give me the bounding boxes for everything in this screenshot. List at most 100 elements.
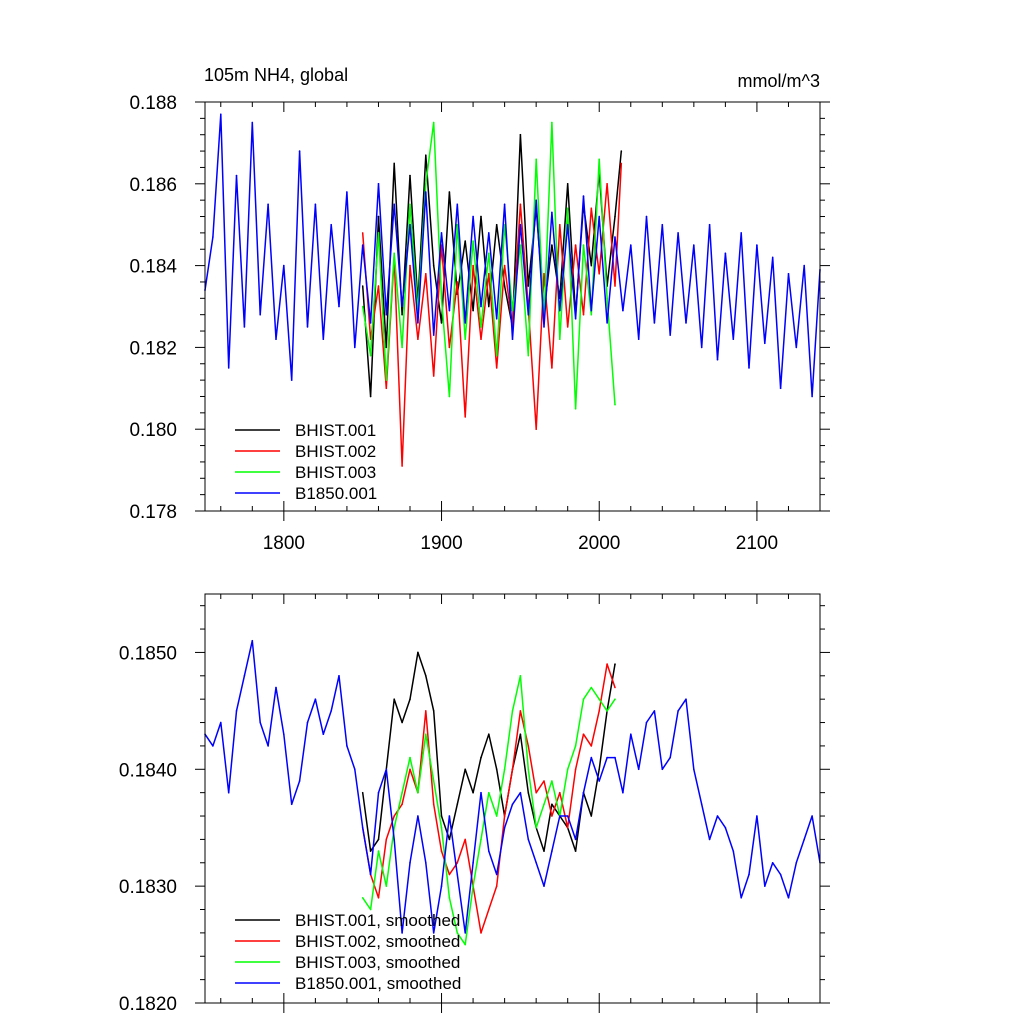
top-point-b1850-001 <box>472 215 474 218</box>
top-point-bhist-003 <box>614 403 616 406</box>
top-point-bhist-003 <box>511 309 514 312</box>
bottom-point-b1850-001-smoothed <box>440 885 443 887</box>
bottom-point-bhist-001-smoothed <box>432 710 435 712</box>
top-point-b1850-001 <box>393 203 396 206</box>
top-point-bhist-002 <box>425 273 427 275</box>
top-point-b1850-001 <box>330 223 333 226</box>
bottom-point-b1850-001-smoothed <box>535 862 537 864</box>
bottom-point-b1850-001-smoothed <box>748 873 750 876</box>
bottom-point-bhist-001-smoothed <box>495 768 498 771</box>
top-point-bhist-003 <box>527 354 530 357</box>
bottom-point-bhist-002-smoothed <box>559 791 561 794</box>
top-point-bhist-003 <box>472 240 474 242</box>
bottom-point-bhist-002-smoothed <box>456 862 459 864</box>
top-point-bhist-002 <box>566 326 569 328</box>
bottom-legend-label: BHIST.003, smoothed <box>295 953 460 972</box>
bottom-y-tick-label: 0.1850 <box>119 643 177 664</box>
top-point-b1850-001 <box>559 309 561 312</box>
top-y-tick-label: 0.180 <box>129 420 177 441</box>
bottom-point-bhist-003-smoothed <box>574 745 577 747</box>
top-point-bhist-002 <box>401 465 403 467</box>
top-point-b1850-001 <box>606 322 608 324</box>
bottom-point-bhist-002-smoothed <box>606 663 608 665</box>
top-point-b1850-001 <box>677 232 679 234</box>
top-series-bhist-003 <box>361 121 616 410</box>
bottom-point-b1850-001-smoothed <box>764 885 766 887</box>
top-point-bhist-001 <box>620 150 623 152</box>
top-point-bhist-003 <box>559 338 561 341</box>
top-point-bhist-001 <box>409 174 411 177</box>
top-point-bhist-003 <box>432 121 435 124</box>
bottom-point-b1850-001-smoothed <box>582 791 585 794</box>
bottom-legend-label: BHIST.002, smoothed <box>295 932 460 951</box>
bottom-point-bhist-003-smoothed <box>409 756 411 759</box>
top-point-b1850-001 <box>590 309 593 312</box>
top-point-b1850-001 <box>401 305 403 308</box>
bottom-point-b1850-001-smoothed <box>511 803 514 806</box>
top-point-bhist-001 <box>361 285 364 287</box>
top-point-b1850-001 <box>251 121 254 124</box>
top-point-bhist-002 <box>480 338 482 341</box>
bottom-point-bhist-002-smoothed <box>448 873 451 876</box>
top-point-b1850-001 <box>361 244 364 246</box>
bottom-point-b1850-001-smoothed <box>377 791 380 794</box>
bottom-point-bhist-002-smoothed <box>551 815 553 817</box>
bottom-point-bhist-003-smoothed <box>535 826 537 829</box>
bottom-point-bhist-002-smoothed <box>503 815 506 817</box>
top-point-b1850-001 <box>787 273 790 275</box>
bottom-point-b1850-001-smoothed <box>212 745 214 747</box>
top-point-bhist-001 <box>503 285 506 287</box>
bottom-point-b1850-001-smoothed <box>267 745 269 747</box>
top-point-b1850-001 <box>212 236 214 238</box>
bottom-y-tick-label: 0.1830 <box>119 877 177 898</box>
bottom-point-bhist-001-smoothed <box>456 803 459 806</box>
bottom-point-b1850-001-smoothed <box>716 815 719 817</box>
top-point-b1850-001 <box>811 395 813 398</box>
bottom-point-b1850-001-smoothed <box>456 873 459 876</box>
top-point-bhist-002 <box>409 264 411 267</box>
top-point-bhist-003 <box>480 326 482 328</box>
bottom-point-b1850-001-smoothed <box>700 803 703 806</box>
top-point-bhist-001 <box>472 309 474 312</box>
top-point-b1850-001 <box>566 223 569 226</box>
bottom-point-b1850-001-smoothed <box>756 815 758 817</box>
top-legend-label: BHIST.001 <box>295 421 376 440</box>
top-point-bhist-003 <box>590 313 593 316</box>
top-point-bhist-002 <box>448 346 451 349</box>
top-point-bhist-002 <box>417 338 419 341</box>
top-point-bhist-002 <box>495 367 498 369</box>
bottom-point-bhist-002-smoothed <box>401 803 403 806</box>
bottom-point-bhist-002-smoothed <box>425 710 427 712</box>
bottom-point-b1850-001-smoothed <box>472 862 474 864</box>
top-point-b1850-001 <box>685 322 687 324</box>
top-point-bhist-002 <box>464 416 467 418</box>
top-point-bhist-003 <box>409 203 411 206</box>
top-point-bhist-003 <box>369 354 372 357</box>
top-point-b1850-001 <box>417 322 419 324</box>
top-point-b1850-001 <box>298 150 301 152</box>
top-point-bhist-002 <box>551 367 553 369</box>
bottom-point-b1850-001-smoothed <box>653 710 656 712</box>
top-point-bhist-001 <box>448 191 451 193</box>
bottom-point-b1850-001-smoothed <box>685 698 687 700</box>
bottom-point-b1850-001-smoothed <box>235 710 238 712</box>
top-x-tick-label: 2000 <box>578 533 620 554</box>
top-point-bhist-003 <box>495 354 498 357</box>
top-point-bhist-002 <box>543 273 545 275</box>
bottom-point-bhist-003-smoothed <box>519 675 522 677</box>
top-series-group <box>204 113 821 467</box>
bottom-point-bhist-002-smoothed <box>393 815 396 817</box>
top-point-bhist-002 <box>598 273 600 275</box>
top-point-bhist-002 <box>519 203 522 206</box>
top-point-b1850-001 <box>409 223 411 226</box>
bottom-point-b1850-001-smoothed <box>622 791 624 794</box>
top-point-bhist-003 <box>377 232 380 234</box>
bottom-point-b1850-001-smoothed <box>811 815 813 817</box>
top-point-b1850-001 <box>732 338 735 341</box>
top-point-b1850-001 <box>637 338 640 341</box>
bottom-point-bhist-003-smoothed <box>393 826 396 829</box>
bottom-plot-frame <box>204 593 821 1004</box>
top-point-bhist-001 <box>480 215 482 218</box>
bottom-point-bhist-001-smoothed <box>527 791 530 794</box>
